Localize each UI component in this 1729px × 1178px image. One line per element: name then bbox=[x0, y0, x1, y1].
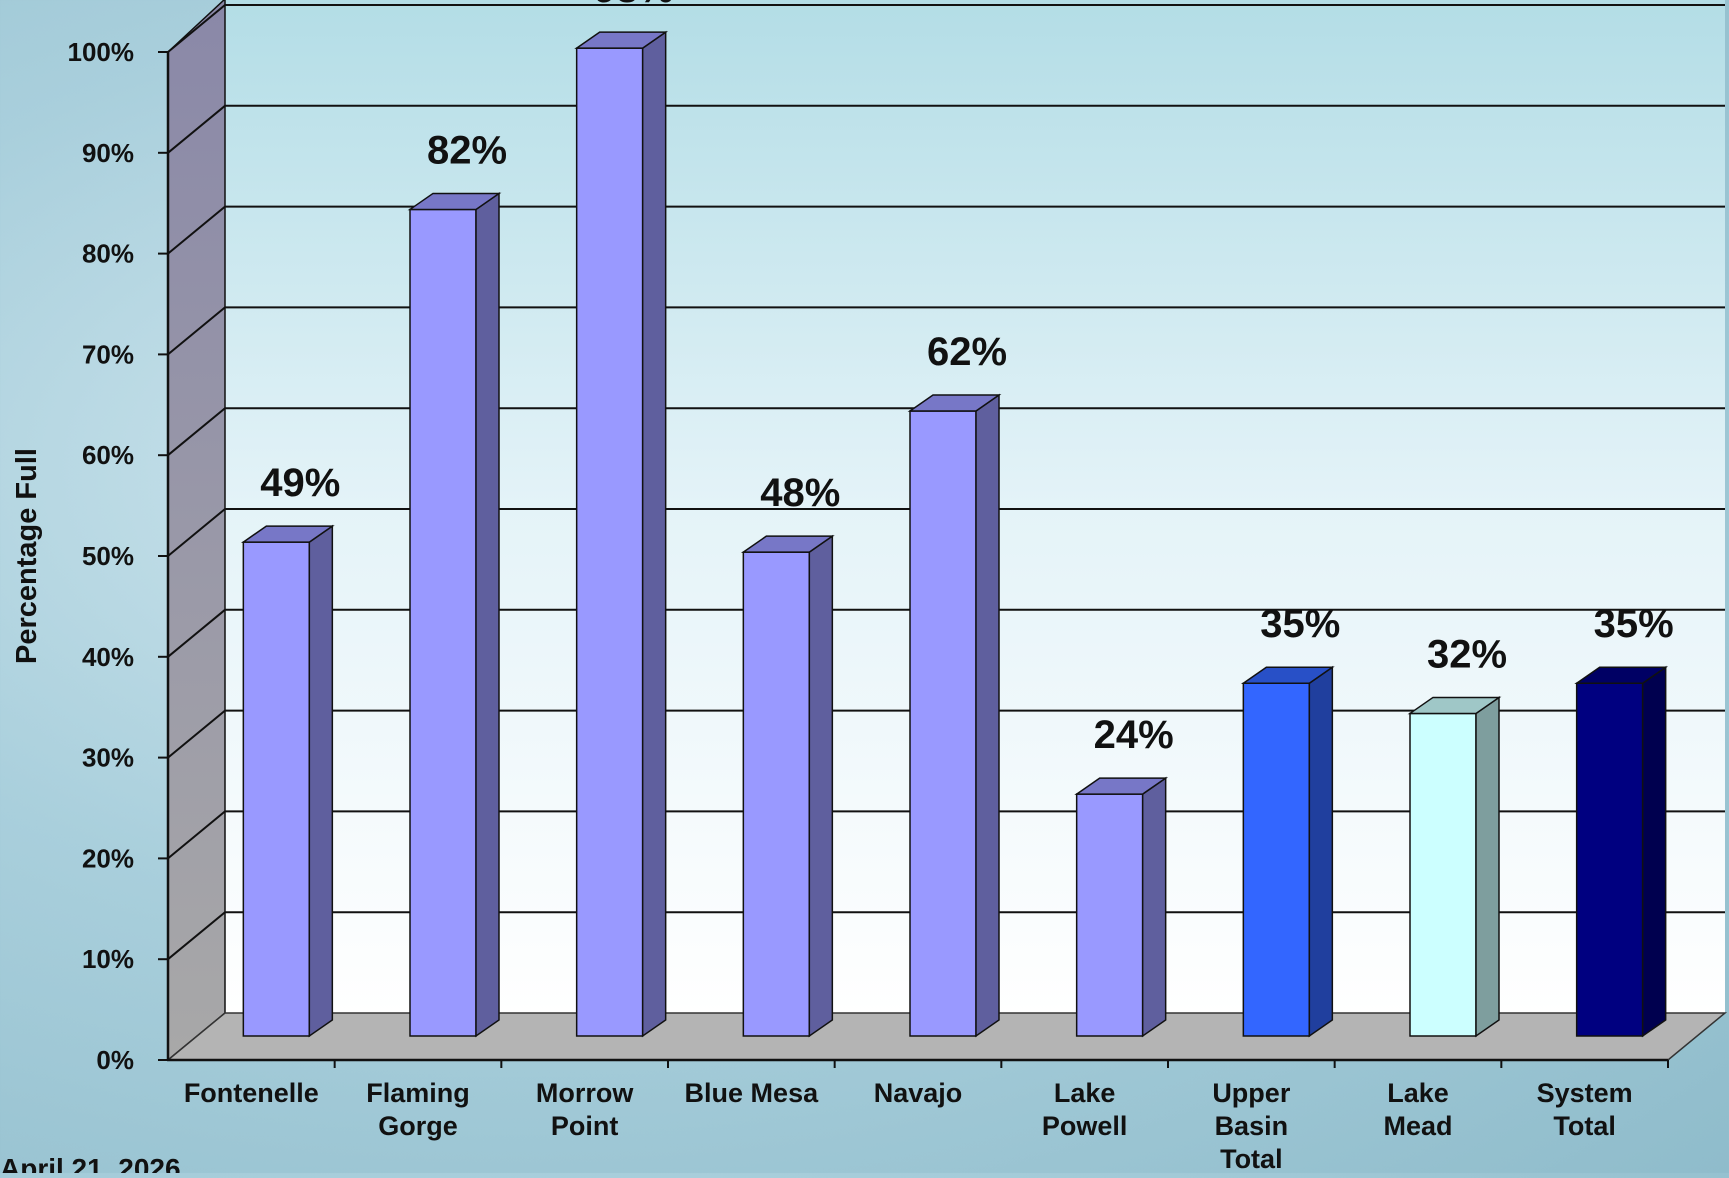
bar bbox=[742, 551, 811, 1037]
x-tick-label-line: Powell bbox=[1042, 1111, 1128, 1141]
bar bbox=[909, 410, 977, 1037]
gridline bbox=[167, 810, 1725, 860]
x-tick-label: Lake Mead bbox=[1383, 1078, 1452, 1141]
bar-side bbox=[975, 393, 1000, 1038]
x-tick-label-line: Fontenelle bbox=[184, 1078, 319, 1108]
data-label: 32% bbox=[1427, 632, 1507, 676]
date-footer: April 21, 2026 bbox=[0, 1153, 181, 1173]
bar-side bbox=[1641, 665, 1667, 1038]
x-tick-label-line: Gorge bbox=[378, 1111, 458, 1141]
y-tick-label: 30% bbox=[82, 743, 134, 773]
y-tick-label: 10% bbox=[82, 944, 134, 974]
data-label: 48% bbox=[760, 471, 840, 515]
bar bbox=[1242, 682, 1311, 1037]
x-tick-label-line: Navajo bbox=[874, 1078, 963, 1108]
gridline bbox=[167, 709, 1725, 759]
y-tick-label: 80% bbox=[82, 239, 134, 269]
bar-top bbox=[1407, 696, 1502, 715]
bar-side bbox=[808, 534, 834, 1038]
y-tick-label: 50% bbox=[82, 541, 134, 571]
gridline bbox=[167, 911, 1725, 960]
data-label: 35% bbox=[1260, 602, 1340, 646]
x-tick-label: System Total bbox=[1537, 1078, 1633, 1141]
bar-side bbox=[308, 524, 334, 1038]
bar-top bbox=[1574, 666, 1669, 684]
gridline bbox=[167, 306, 1725, 356]
y-tick-label: 100% bbox=[68, 37, 135, 67]
data-label: 98% bbox=[594, 0, 674, 11]
bar-top bbox=[740, 535, 835, 553]
y-tick-label: 40% bbox=[82, 642, 134, 672]
y-tick-label: 90% bbox=[82, 138, 134, 168]
x-tick-label-line: Flaming bbox=[366, 1078, 470, 1108]
side-wall bbox=[167, 0, 226, 1062]
y-tick-label: 70% bbox=[82, 339, 134, 369]
gridline bbox=[167, 205, 1725, 255]
x-tick-label-line: Point bbox=[551, 1111, 619, 1141]
bar bbox=[575, 47, 644, 1037]
y-tick-label: 0% bbox=[96, 1045, 134, 1075]
x-tick-label: Lake Powell bbox=[1042, 1078, 1128, 1141]
bar-side bbox=[1475, 696, 1500, 1038]
x-tick-label: Blue Mesa bbox=[685, 1078, 820, 1108]
bar bbox=[1409, 712, 1477, 1037]
gridline bbox=[167, 407, 1725, 456]
bar-side bbox=[475, 192, 500, 1038]
bar-side bbox=[1141, 776, 1167, 1038]
data-label: 49% bbox=[260, 461, 340, 505]
x-tick-label-line: Blue Mesa bbox=[685, 1078, 820, 1108]
bar-top bbox=[407, 192, 502, 211]
y-tick-label: 20% bbox=[82, 843, 134, 873]
x-tick-label-line: Mead bbox=[1383, 1111, 1452, 1141]
x-tick-label-line: Lake bbox=[1054, 1078, 1116, 1108]
bar bbox=[409, 208, 477, 1037]
x-tick-label: Upper Basin Total bbox=[1212, 1078, 1291, 1173]
bar-top bbox=[1074, 777, 1169, 795]
gridline bbox=[167, 104, 1725, 154]
bar-side bbox=[1308, 665, 1334, 1038]
x-tick-label: Fontenelle bbox=[184, 1078, 319, 1108]
x-tick-label-line: Basin bbox=[1215, 1111, 1289, 1141]
bar bbox=[1075, 793, 1144, 1037]
bar-side bbox=[641, 30, 667, 1038]
x-tick-label-line: Upper bbox=[1212, 1078, 1291, 1108]
x-tick-label: Morrow Point bbox=[536, 1078, 634, 1141]
bar bbox=[242, 541, 311, 1037]
bar-top bbox=[240, 525, 335, 543]
x-tick-label-line: Total bbox=[1553, 1111, 1616, 1141]
gridline bbox=[167, 4, 1725, 53]
x-tick-label-line: Lake bbox=[1387, 1078, 1449, 1108]
bar bbox=[1575, 682, 1644, 1037]
plot-area: 0% 10% 20% 30% 40% 50% 60% 70% 80% 90% 100% 49% Font… bbox=[68, 0, 1728, 1174]
gridline bbox=[167, 608, 1725, 658]
x-tick-label-line: Total bbox=[1220, 1144, 1283, 1173]
x-tick-label-line: Morrow bbox=[536, 1078, 634, 1108]
bar-top bbox=[907, 394, 1002, 412]
data-label: 35% bbox=[1594, 602, 1674, 646]
bar-top bbox=[574, 31, 669, 49]
bar-top bbox=[1240, 666, 1335, 684]
data-label: 24% bbox=[1094, 713, 1174, 757]
gridline bbox=[167, 508, 1725, 557]
x-tick-label: Flaming Gorge bbox=[366, 1078, 470, 1141]
y-tick-label: 60% bbox=[82, 440, 134, 470]
data-label: 82% bbox=[427, 128, 507, 172]
x-tick-label-line: System bbox=[1537, 1078, 1633, 1108]
x-tick-label: Navajo bbox=[874, 1078, 963, 1108]
data-label: 62% bbox=[927, 330, 1007, 374]
y-axis-title: Percentage Full bbox=[11, 448, 43, 664]
